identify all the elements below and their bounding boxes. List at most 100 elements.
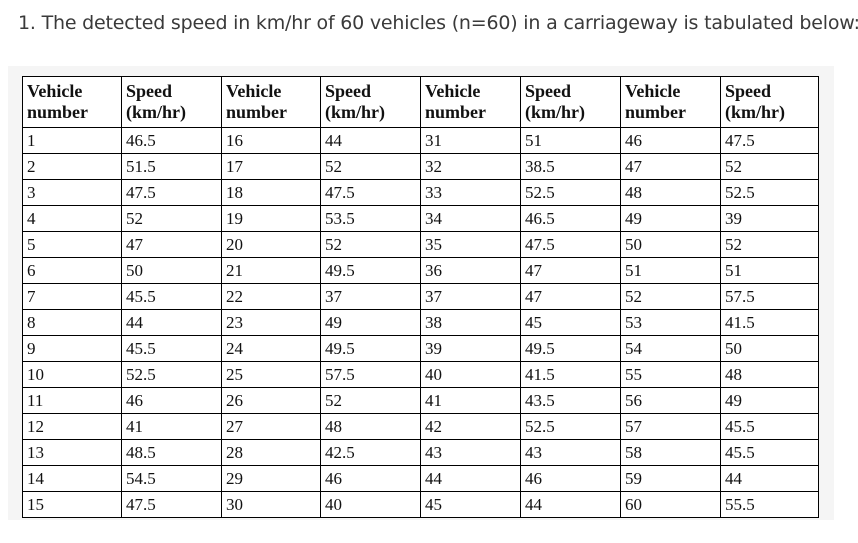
header-vehicle-number: Vehicle number xyxy=(221,76,321,128)
vehicle-number-cell: 44 xyxy=(420,465,521,492)
speed-cell: 52 xyxy=(320,153,421,180)
vehicle-number-cell: 43 xyxy=(420,439,521,466)
vehicle-number-cell: 46 xyxy=(620,127,721,154)
vehicle-number-cell: 30 xyxy=(221,491,321,518)
speed-cell: 41 xyxy=(121,413,222,440)
header-line2: number xyxy=(625,102,687,122)
table-row: 1 46.5 16 44 31 51 46 47.5 xyxy=(22,127,819,154)
vehicle-number-cell: 59 xyxy=(620,465,721,492)
speed-cell: 52.5 xyxy=(720,179,819,206)
header-speed: Speed (km/hr) xyxy=(720,76,819,128)
speed-cell: 52 xyxy=(121,205,222,232)
speed-cell: 46.5 xyxy=(520,205,621,232)
speed-cell: 45.5 xyxy=(720,413,819,440)
header-line1: Vehicle xyxy=(625,81,681,101)
vehicle-number-cell: 23 xyxy=(221,309,321,336)
table-body: 1 46.5 16 44 31 51 46 47.5 2 51.5 17 52 32 38.5 47 52 3 4… xyxy=(22,127,819,518)
vehicle-number-cell: 35 xyxy=(420,231,521,258)
header-line2: number xyxy=(226,102,288,122)
speed-cell: 49 xyxy=(320,309,421,336)
speed-cell: 47.5 xyxy=(121,179,222,206)
speed-cell: 46 xyxy=(320,465,421,492)
vehicle-number-cell: 28 xyxy=(221,439,321,466)
vehicle-number-cell: 24 xyxy=(221,335,321,362)
speed-cell: 53.5 xyxy=(320,205,421,232)
speed-cell: 54.5 xyxy=(121,465,222,492)
vehicle-number-cell: 34 xyxy=(420,205,521,232)
header-line1: Vehicle xyxy=(226,81,282,101)
header-line2: (km/hr) xyxy=(725,102,785,122)
header-line1: Speed xyxy=(725,81,772,101)
vehicle-number-cell: 19 xyxy=(221,205,321,232)
speed-cell: 49.5 xyxy=(320,335,421,362)
vehicle-number-cell: 4 xyxy=(22,205,122,232)
speed-cell: 52.5 xyxy=(520,179,621,206)
vehicle-number-cell: 2 xyxy=(22,153,122,180)
vehicle-number-cell: 22 xyxy=(221,283,321,310)
header-line2: number xyxy=(425,102,487,122)
speed-cell: 47.5 xyxy=(121,491,222,518)
header-vehicle-number: Vehicle number xyxy=(420,76,521,128)
vehicle-number-cell: 49 xyxy=(620,205,721,232)
speed-cell: 38.5 xyxy=(520,153,621,180)
speed-cell: 47.5 xyxy=(720,127,819,154)
speed-cell: 57.5 xyxy=(720,283,819,310)
header-speed: Speed (km/hr) xyxy=(121,76,222,128)
vehicle-number-cell: 48 xyxy=(620,179,721,206)
speed-cell: 55.5 xyxy=(720,491,819,518)
speed-cell: 52 xyxy=(320,231,421,258)
speed-cell: 44 xyxy=(720,465,819,492)
speed-cell: 52 xyxy=(720,153,819,180)
vehicle-number-cell: 9 xyxy=(22,335,122,362)
speed-cell: 51 xyxy=(720,257,819,284)
table-row: 2 51.5 17 52 32 38.5 47 52 xyxy=(22,153,819,180)
vehicle-number-cell: 33 xyxy=(420,179,521,206)
table-header-row: Vehicle number Speed (km/hr) Vehicle number Sp… xyxy=(22,76,819,128)
speed-cell: 48 xyxy=(320,413,421,440)
speed-cell: 47 xyxy=(121,231,222,258)
vehicle-number-cell: 25 xyxy=(221,361,321,388)
speed-cell: 46 xyxy=(121,387,222,414)
table-row: 7 45.5 22 37 37 47 52 57.5 xyxy=(22,283,819,310)
vehicle-speed-table: Vehicle number Speed (km/hr) Vehicle number Sp… xyxy=(22,76,819,518)
speed-cell: 49.5 xyxy=(320,257,421,284)
table-row: 5 47 20 52 35 47.5 50 52 xyxy=(22,231,819,258)
speed-cell: 52.5 xyxy=(121,361,222,388)
vehicle-number-cell: 51 xyxy=(620,257,721,284)
speed-cell: 52 xyxy=(320,387,421,414)
vehicle-number-cell: 52 xyxy=(620,283,721,310)
speed-cell: 43 xyxy=(520,439,621,466)
vehicle-number-cell: 11 xyxy=(22,387,122,414)
speed-cell: 50 xyxy=(720,335,819,362)
vehicle-number-cell: 12 xyxy=(22,413,122,440)
header-line1: Vehicle xyxy=(425,81,481,101)
speed-cell: 52 xyxy=(720,231,819,258)
speed-cell: 50 xyxy=(121,257,222,284)
header-line2: (km/hr) xyxy=(325,102,385,122)
vehicle-number-cell: 10 xyxy=(22,361,122,388)
vehicle-number-cell: 5 xyxy=(22,231,122,258)
speed-cell: 51.5 xyxy=(121,153,222,180)
header-speed: Speed (km/hr) xyxy=(520,76,621,128)
vehicle-number-cell: 53 xyxy=(620,309,721,336)
vehicle-number-cell: 39 xyxy=(420,335,521,362)
vehicle-number-cell: 50 xyxy=(620,231,721,258)
vehicle-number-cell: 47 xyxy=(620,153,721,180)
speed-cell: 46.5 xyxy=(121,127,222,154)
vehicle-number-cell: 32 xyxy=(420,153,521,180)
header-line1: Speed xyxy=(126,81,173,101)
speed-cell: 49 xyxy=(720,387,819,414)
vehicle-number-cell: 21 xyxy=(221,257,321,284)
speed-cell: 43.5 xyxy=(520,387,621,414)
table-row: 12 41 27 48 42 52.5 57 45.5 xyxy=(22,413,819,440)
vehicle-number-cell: 40 xyxy=(420,361,521,388)
vehicle-number-cell: 57 xyxy=(620,413,721,440)
table-row: 8 44 23 49 38 45 53 41.5 xyxy=(22,309,819,336)
speed-cell: 57.5 xyxy=(320,361,421,388)
speed-cell: 47.5 xyxy=(320,179,421,206)
speed-cell: 44 xyxy=(121,309,222,336)
header-vehicle-number: Vehicle number xyxy=(22,76,122,128)
vehicle-number-cell: 13 xyxy=(22,439,122,466)
speed-cell: 52.5 xyxy=(520,413,621,440)
speed-cell: 48.5 xyxy=(121,439,222,466)
